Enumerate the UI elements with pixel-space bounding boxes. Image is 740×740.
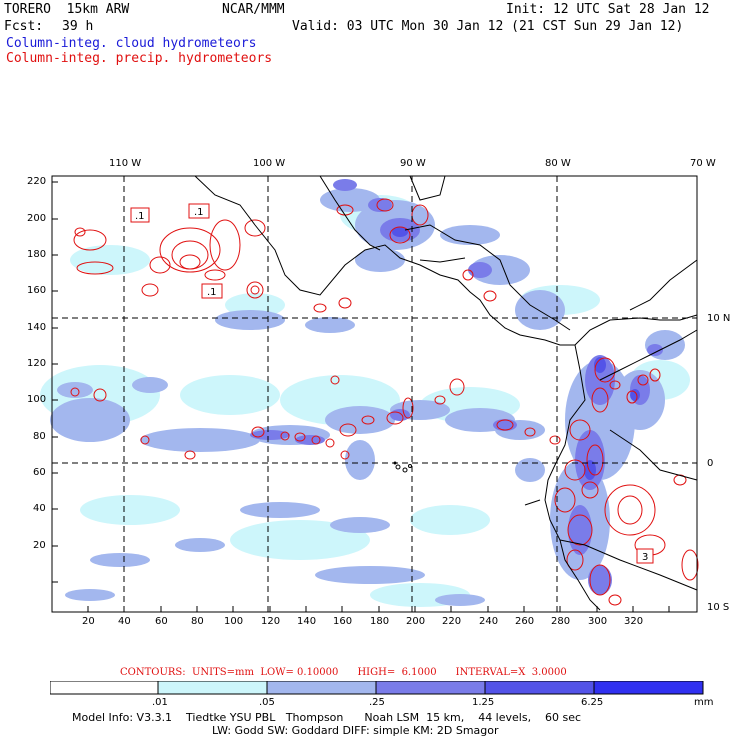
x-tick-240: 240 [479,616,499,627]
colorbar-level-5: 6.25 [581,697,604,708]
colorbar-bin-5 [484,681,595,695]
colorbar-bin-3 [266,681,377,695]
x-tick-60: 60 [155,616,168,627]
colorbar-bin-2 [157,681,268,695]
y-tick-20: 20 [33,540,46,551]
model-info-line1: Model Info: V3.3.1 Tiedtke YSU PBL Thomp… [72,711,582,724]
lon-label-80w: 80 W [545,158,571,169]
cloud-shading [40,179,690,607]
x-tick-140: 140 [297,616,317,627]
x-tick-120: 120 [261,616,281,627]
contour-label-2: .1 [194,207,204,218]
x-tick-220: 220 [442,616,462,627]
colorbar-bin-6 [593,681,704,695]
precip-contours [70,198,699,606]
init-time: Init: 12 UTC Sat 28 Jan 12 [506,2,710,17]
org-label: NCAR/MMM [222,2,285,17]
contour-label-1: .1 [135,211,145,222]
x-tick-300: 300 [588,616,608,627]
precip-legend-line: Column-integ. precip. hydrometeors [6,51,273,66]
fcst-value: 39 h [62,19,94,34]
lat-lon-grid [52,176,697,612]
y-tick-220: 220 [27,176,47,187]
cloud-legend-line: Column-integ. cloud hydrometeors [6,36,257,51]
map-frame [51,175,698,613]
x-tick-280: 280 [551,616,571,627]
y-tick-140: 140 [27,322,47,333]
coastlines [194,175,698,611]
valid-time: Valid: 03 UTC Mon 30 Jan 12 (21 CST Sun … [292,19,684,34]
x-tick-200: 200 [406,616,426,627]
lat-label-10s: 10 S [707,602,730,613]
x-tick-180: 180 [370,616,390,627]
colorbar-bin-1 [50,681,159,695]
x-tick-80: 80 [191,616,204,627]
model-title: TORERO 15km ARW [4,2,130,17]
model-info-line2: LW: Godd SW: Goddard DIFF: simple KM: 2D… [212,724,499,737]
lon-label-110w: 110 W [109,158,142,169]
colorbar-bin-4 [375,681,486,695]
y-tick-40: 40 [33,503,46,514]
x-tick-160: 160 [333,616,353,627]
x-tick-20: 20 [82,616,95,627]
forecast-map: .1 .1 .1 3 [40,175,699,613]
y-tick-200: 200 [27,213,47,224]
contour-label-4: 3 [642,552,648,563]
y-tick-160: 160 [27,285,47,296]
lon-label-90w: 90 W [400,158,426,169]
contours-info: CONTOURS: UNITS=mm LOW= 0.10000 HIGH= 6.… [120,667,567,678]
contour-label-3: .1 [207,287,217,298]
colorbar-level-4: 1.25 [472,697,495,708]
lon-label-100w: 100 W [253,158,286,169]
colorbar-level-1: .01 [152,697,168,708]
x-tick-100: 100 [224,616,244,627]
colorbar-level-3: .25 [369,697,385,708]
y-tick-80: 80 [33,431,46,442]
colorbar-unit: mm [694,697,714,708]
lon-label-70w: 70 W [690,158,716,169]
y-tick-180: 180 [27,249,47,260]
lat-label-10n: 10 N [707,313,731,324]
contour-label-boxes [130,203,654,564]
y-tick-100: 100 [27,394,47,405]
x-tick-40: 40 [118,616,131,627]
fcst-label: Fcst: [4,19,44,34]
lat-label-0: 0 [707,458,714,469]
y-tick-120: 120 [27,358,47,369]
colorbar [50,681,704,695]
x-tick-320: 320 [624,616,644,627]
colorbar-level-2: .05 [259,697,275,708]
x-tick-260: 260 [515,616,535,627]
y-tick-60: 60 [33,467,46,478]
axis-ticks [52,181,670,612]
